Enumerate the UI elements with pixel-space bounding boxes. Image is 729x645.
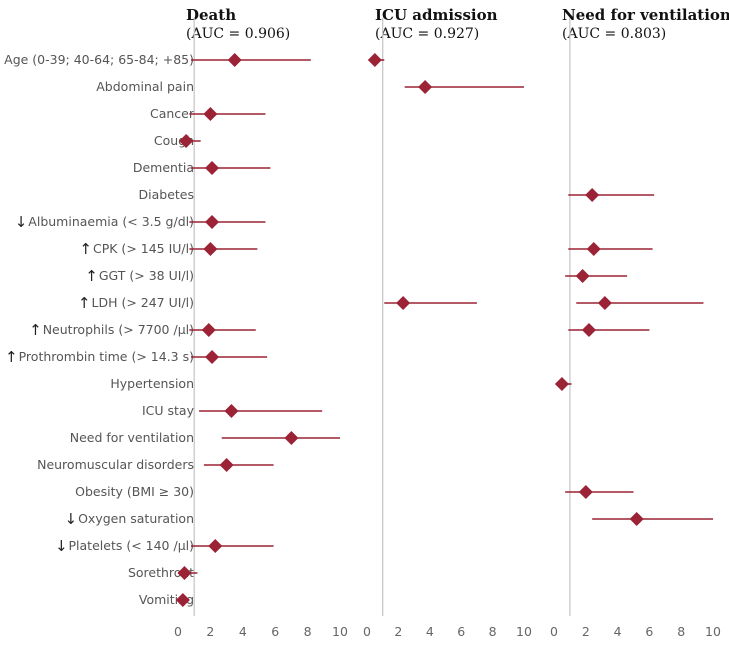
x-tick-label: 4 — [614, 624, 622, 639]
up-arrow-icon: ↑ — [5, 348, 18, 366]
panel-2: Need for ventilation (AUC = 0.803) 0 2 4 6 8 10 — [550, 6, 729, 639]
up-arrow-icon: ↑ — [29, 321, 42, 339]
estimate-marker — [629, 512, 644, 526]
estimate-marker — [227, 53, 242, 67]
row-label: Oxygen saturation — [78, 511, 194, 526]
x-tick-label: 6 — [457, 624, 465, 639]
estimate-marker — [175, 593, 190, 607]
estimate-marker — [396, 296, 411, 310]
estimate-marker — [177, 566, 192, 580]
x-tick-label: 4 — [426, 624, 434, 639]
x-tick-label: 2 — [582, 624, 590, 639]
estimate-marker — [585, 188, 600, 202]
panel-1: ICU admission (AUC = 0.927) 0 2 4 6 8 10 — [363, 6, 532, 639]
down-arrow-icon: ↓ — [65, 510, 78, 528]
estimate-marker — [586, 242, 601, 256]
estimate-marker — [597, 296, 612, 310]
estimate-marker — [367, 53, 382, 67]
estimate-marker — [581, 323, 596, 337]
row-label: Need for ventilation — [70, 430, 194, 445]
panel-subtitle: (AUC = 0.803) — [562, 26, 666, 42]
estimate-marker — [179, 134, 194, 148]
down-arrow-icon: ↓ — [15, 213, 28, 231]
estimate-marker — [284, 431, 299, 445]
estimate-marker — [205, 350, 220, 364]
row-label: Neutrophils (> 7700 /µl) — [43, 322, 194, 337]
estimate-marker — [418, 80, 433, 94]
x-tick-label: 0 — [174, 624, 182, 639]
up-arrow-icon: ↑ — [85, 267, 98, 285]
estimate-marker — [203, 242, 218, 256]
row-label: Obesity (BMI ≥ 30) — [75, 484, 194, 499]
row-label: CPK (> 145 IU/l) — [93, 241, 194, 256]
estimate-marker — [219, 458, 234, 472]
x-tick-label: 0 — [363, 624, 371, 639]
row-label: Sorethroat — [128, 565, 194, 580]
up-arrow-icon: ↑ — [79, 240, 92, 258]
x-tick-label: 2 — [394, 624, 402, 639]
row-label: Abdominal pain — [96, 79, 194, 94]
row-label: Albuminaemia (< 3.5 g/dl) — [28, 214, 194, 229]
up-arrow-icon: ↑ — [78, 294, 91, 312]
panel-subtitle: (AUC = 0.906) — [186, 26, 290, 42]
row-label: Age (0-39; 40-64; 65-84; +85) — [4, 52, 194, 67]
estimate-marker — [205, 161, 220, 175]
estimate-marker — [224, 404, 239, 418]
x-tick-label: 10 — [332, 624, 348, 639]
x-tick-label: 0 — [550, 624, 558, 639]
panel-title: Death — [186, 6, 236, 24]
row-label: Diabetes — [139, 187, 195, 202]
x-tick-label: 8 — [489, 624, 497, 639]
estimate-marker — [208, 539, 223, 553]
row-label: Neuromuscular disorders — [37, 457, 194, 472]
panels: Death (AUC = 0.906) 0 2 4 6 8 10 ICU admission (A… — [174, 6, 729, 639]
x-tick-label: 8 — [304, 624, 312, 639]
panel-0: Death (AUC = 0.906) 0 2 4 6 8 10 — [174, 6, 348, 639]
estimate-marker — [201, 323, 216, 337]
row-label: LDH (> 247 UI/l) — [91, 295, 194, 310]
x-tick-label: 10 — [705, 624, 721, 639]
estimate-marker — [205, 215, 220, 229]
x-tick-label: 4 — [239, 624, 247, 639]
panel-title: Need for ventilation — [562, 6, 729, 24]
row-label: Dementia — [133, 160, 194, 175]
estimate-marker — [203, 107, 218, 121]
x-tick-label: 2 — [206, 624, 214, 639]
estimate-marker — [578, 485, 593, 499]
x-tick-label: 6 — [645, 624, 653, 639]
estimate-marker — [554, 377, 569, 391]
row-labels: Age (0-39; 40-64; 65-84; +85) Abdominal p… — [4, 52, 195, 607]
row-label: Prothrombin time (> 14.3 s) — [19, 349, 194, 364]
x-tick-label: 6 — [271, 624, 279, 639]
x-tick-label: 10 — [516, 624, 532, 639]
row-label: ICU stay — [142, 403, 195, 418]
row-label: Cancer — [150, 106, 195, 121]
estimate-marker — [575, 269, 590, 283]
row-label: Platelets (< 140 /µl) — [69, 538, 194, 553]
panel-subtitle: (AUC = 0.927) — [375, 26, 479, 42]
x-tick-label: 8 — [677, 624, 685, 639]
panel-title: ICU admission — [375, 6, 498, 24]
row-label: Hypertension — [110, 376, 194, 391]
row-label: GGT (> 38 UI/l) — [99, 268, 194, 283]
down-arrow-icon: ↓ — [55, 537, 68, 555]
